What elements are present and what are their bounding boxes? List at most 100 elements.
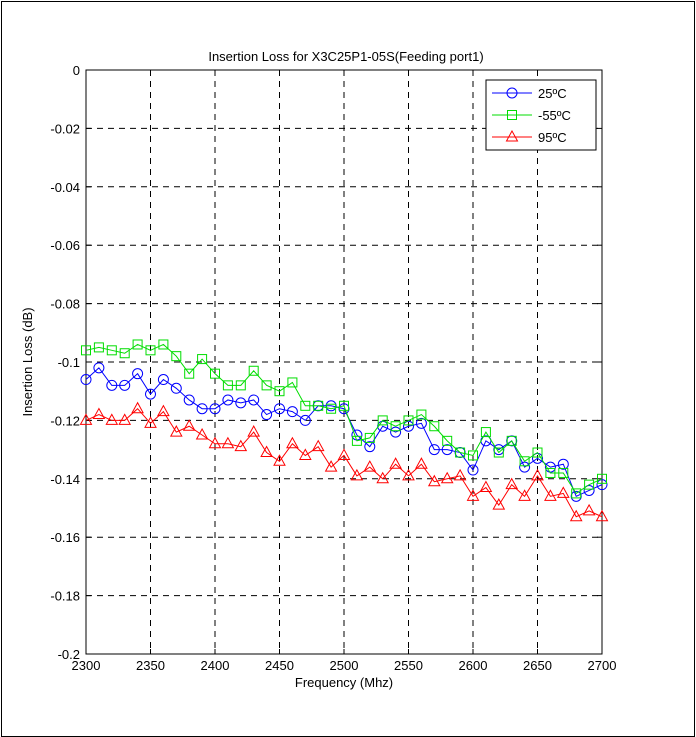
y-tick-label: -0.08 <box>50 297 80 312</box>
data-point <box>492 498 506 510</box>
data-point <box>92 407 106 420</box>
data-point <box>261 409 273 421</box>
data-point <box>132 368 144 380</box>
data-point <box>93 342 104 353</box>
data-point <box>286 436 299 449</box>
data-point <box>209 403 221 415</box>
y-axis-label: Insertion Loss (dB) <box>20 307 35 416</box>
data-point <box>595 509 609 522</box>
data-point <box>442 435 453 446</box>
data-point <box>169 425 183 437</box>
data-point <box>596 479 608 491</box>
data-point <box>145 388 156 400</box>
data-point <box>506 435 517 446</box>
y-tick-label: -0.12 <box>50 413 80 428</box>
data-point <box>145 345 156 356</box>
x-tick-label: 2450 <box>265 658 294 673</box>
data-point <box>324 460 338 472</box>
data-point <box>531 468 544 481</box>
x-tick-label: 2600 <box>459 658 488 673</box>
data-point <box>455 447 466 458</box>
data-point <box>583 484 595 496</box>
data-point <box>81 345 91 356</box>
data-point <box>505 477 519 490</box>
legend: 25ºC -55ºC 95ºC <box>485 79 597 151</box>
data-point <box>80 374 92 386</box>
data-point <box>144 416 157 428</box>
data-point <box>248 365 259 376</box>
axis-ticks: 2300 2350 2400 2450 2500 2550 2600 2650 2700 0 -0.… <box>50 63 616 673</box>
y-tick-label: -0.06 <box>50 238 80 253</box>
data-point <box>261 380 272 391</box>
data-point <box>518 489 531 501</box>
data-point <box>287 377 298 388</box>
data-point <box>440 471 454 484</box>
data-point <box>467 464 479 476</box>
data-point <box>210 368 220 379</box>
data-point <box>247 425 261 437</box>
data-point <box>532 447 543 458</box>
data-point <box>429 421 440 432</box>
legend-box <box>485 79 597 151</box>
data-point <box>260 445 273 458</box>
chart-title: Insertion Loss for X3C25P1-05S(Feeding p… <box>208 49 483 64</box>
data-point <box>597 473 607 484</box>
data-point <box>403 420 414 432</box>
data-point <box>235 397 247 409</box>
y-tick-label: -0.2 <box>58 647 80 662</box>
data-point <box>222 394 234 406</box>
data-point <box>351 435 362 446</box>
data-point <box>157 374 169 386</box>
legend-marker <box>505 129 519 142</box>
data-point <box>390 421 401 432</box>
data-point <box>131 401 144 414</box>
data-point <box>364 432 375 443</box>
data-point <box>569 509 583 522</box>
legend-label: 95ºC <box>538 130 567 145</box>
y-tick-label: -0.14 <box>50 472 80 487</box>
data-point <box>157 404 170 417</box>
data-point <box>183 394 195 406</box>
data-point <box>286 406 298 418</box>
y-tick-label: -0.04 <box>50 180 80 195</box>
data-point <box>493 447 504 458</box>
data-point <box>389 457 402 469</box>
data-point <box>350 468 364 481</box>
data-point <box>468 450 478 461</box>
x-tick-label: 2300 <box>72 658 101 673</box>
data-point <box>545 467 556 478</box>
x-tick-label: 2400 <box>201 658 230 673</box>
y-tick-label: 0 <box>73 63 80 78</box>
data-point <box>222 380 233 391</box>
x-axis-label: Frequency (Mhz) <box>295 675 393 690</box>
data-point <box>79 413 93 425</box>
data-point <box>313 400 324 411</box>
y-tick-label: -0.18 <box>50 589 80 604</box>
data-point <box>571 488 582 499</box>
data-point <box>119 379 131 391</box>
x-tick-label: 2700 <box>588 658 617 673</box>
data-point <box>106 379 118 391</box>
x-tick-label: 2500 <box>330 658 359 673</box>
data-point <box>377 415 388 426</box>
data-point <box>479 480 493 493</box>
data-point <box>326 403 337 414</box>
series-2 <box>79 401 609 522</box>
y-tick-label: -0.1 <box>58 355 80 370</box>
data-point <box>402 468 415 481</box>
data-point <box>105 413 119 425</box>
data-point <box>299 414 311 426</box>
data-point <box>339 400 349 411</box>
data-point <box>403 415 414 426</box>
x-tick-label: 2350 <box>136 658 165 673</box>
data-point <box>376 471 390 484</box>
data-point <box>235 380 246 391</box>
data-point <box>428 444 440 456</box>
legend-marker <box>506 87 518 99</box>
data-point <box>558 467 569 478</box>
data-point <box>556 486 570 498</box>
data-point <box>197 354 208 365</box>
series-group <box>79 339 609 522</box>
data-point <box>466 489 480 501</box>
